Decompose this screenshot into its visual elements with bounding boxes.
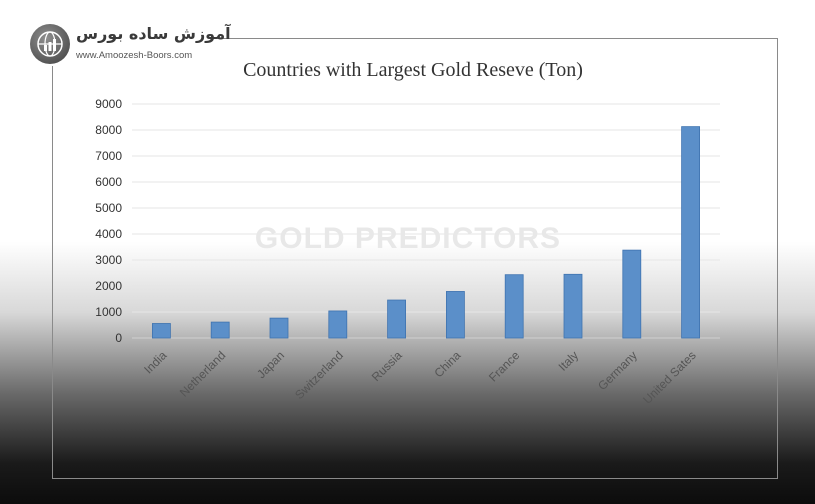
bar-india: [151, 323, 171, 339]
y-tick-label: 9000: [95, 97, 122, 111]
x-tick-label: China: [431, 348, 463, 380]
y-tick-label: 2000: [95, 279, 122, 293]
bar-netherland: [210, 321, 230, 339]
watermark: GOLD PREDICTORS: [255, 222, 561, 255]
x-tick-label: Japan: [254, 348, 287, 381]
bar-united-sates: [681, 126, 700, 339]
x-axis: India Netherland Japan Switzerland Russia Chi…: [141, 348, 699, 407]
grid-lines: [132, 103, 720, 339]
y-tick-label: 5000: [95, 201, 122, 215]
x-tick-label: Switzerland: [292, 348, 346, 402]
x-tick-label: United Sates: [640, 348, 698, 406]
y-tick-label: 6000: [95, 175, 122, 189]
x-tick-label: Italy: [556, 348, 581, 373]
y-tick-label: 7000: [95, 149, 122, 163]
brand-url: www.Amoozesh-Boors.com: [76, 50, 193, 61]
x-tick-label: Netherland: [177, 348, 228, 399]
y-tick-label: 8000: [95, 123, 122, 137]
y-tick-label: 4000: [95, 227, 122, 241]
bar-japan: [269, 317, 289, 339]
y-tick-label: 3000: [95, 253, 122, 267]
x-tick-label: India: [141, 348, 170, 377]
x-tick-label: France: [486, 348, 523, 385]
bar-russia: [387, 299, 407, 339]
bar-china: [445, 291, 465, 339]
y-tick-label: 1000: [95, 305, 122, 319]
x-tick-label: Russia: [369, 348, 405, 384]
x-tick-label: Germany: [595, 348, 640, 393]
y-axis: 0 1000 2000 3000 4000 5000 6000 7000 8000 9000: [95, 97, 122, 345]
bar-italy: [563, 273, 583, 339]
site-logo: آموزش ساده بورس www.Amoozesh-Boors.com: [22, 22, 231, 66]
chart-title: Countries with Largest Gold Reseve (Ton): [243, 59, 583, 81]
bar-switzerland: [328, 310, 348, 339]
bars: [151, 126, 700, 339]
brand-name: آموزش ساده بورس: [76, 24, 231, 43]
chart-frame: [52, 38, 778, 479]
bar-germany: [622, 249, 642, 339]
chart-globe-icon: [30, 24, 70, 64]
y-tick-label: 0: [115, 331, 122, 345]
bar-france: [504, 274, 524, 339]
